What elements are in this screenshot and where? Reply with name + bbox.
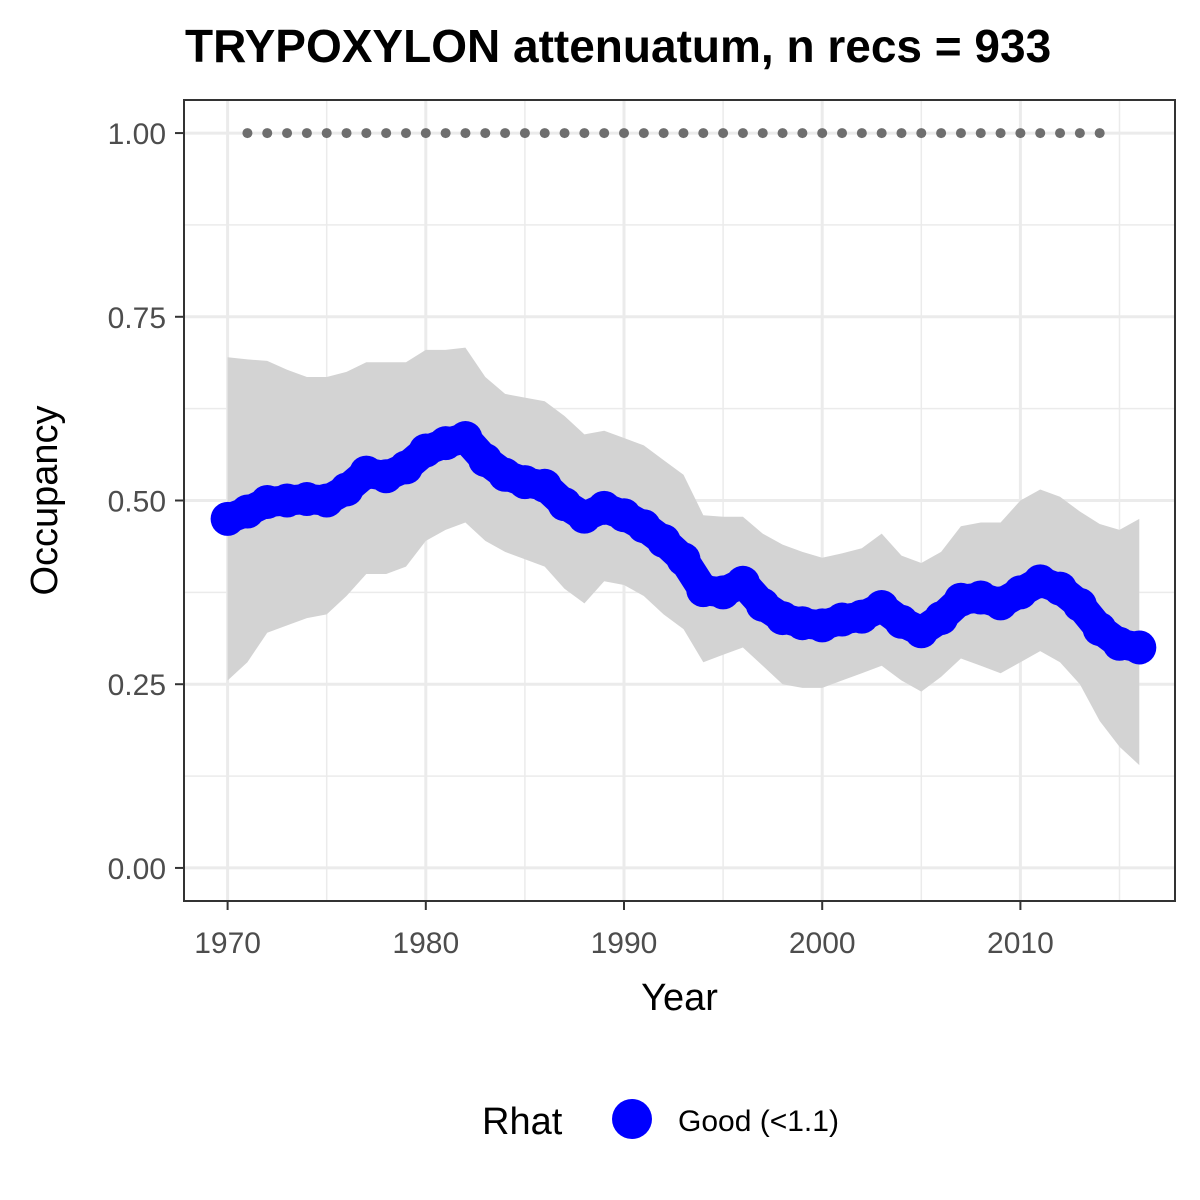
data-point [1062, 587, 1097, 622]
legend: Rhat Good (<1.1) [482, 1099, 839, 1143]
reference-point [480, 128, 491, 139]
reference-point [678, 128, 689, 139]
reference-point [460, 128, 471, 139]
reference-point [619, 128, 630, 139]
x-tick-label: 1990 [591, 927, 658, 960]
y-tick-label: 0.75 [108, 302, 166, 335]
data-point [448, 421, 483, 456]
reference-point [916, 128, 927, 139]
x-axis-title: Year [641, 977, 718, 1019]
reference-point [876, 128, 887, 139]
reference-point [539, 128, 550, 139]
data-point [725, 565, 760, 600]
y-tick-label: 1.00 [108, 118, 166, 151]
reference-point [341, 128, 352, 139]
reference-point [995, 128, 1006, 139]
reference-point [1055, 128, 1066, 139]
data-point [1122, 630, 1157, 665]
x-tick-label: 2000 [789, 927, 856, 960]
reference-point [757, 128, 768, 139]
legend-label-good: Good (<1.1) [678, 1105, 839, 1138]
reference-point [361, 128, 372, 139]
reference-points-layer [242, 128, 1105, 139]
reference-point [817, 128, 828, 139]
reference-point [955, 128, 966, 139]
series-points-layer [210, 421, 1157, 665]
reference-point [282, 128, 293, 139]
reference-point [579, 128, 590, 139]
reference-point [698, 128, 709, 139]
reference-point [1015, 128, 1026, 139]
reference-point [1094, 128, 1105, 139]
reference-point [321, 128, 332, 139]
reference-point [500, 128, 511, 139]
reference-point [777, 128, 788, 139]
reference-point [658, 128, 669, 139]
reference-point [381, 128, 392, 139]
reference-point [896, 128, 907, 139]
reference-point [519, 128, 530, 139]
reference-point [242, 128, 253, 139]
reference-point [718, 128, 729, 139]
legend-title: Rhat [482, 1101, 563, 1143]
y-tick-label: 0.50 [108, 486, 166, 519]
y-tick-label: 0.25 [108, 669, 166, 702]
reference-point [420, 128, 431, 139]
reference-point [837, 128, 848, 139]
reference-point [797, 128, 808, 139]
axes: 0.00 0.25 0.50 0.75 1.00 1970 1980 1990 2000 2010 [108, 118, 1054, 960]
reference-point [936, 128, 947, 139]
x-tick-label: 1980 [392, 927, 459, 960]
data-point [666, 542, 701, 577]
reference-point [559, 128, 570, 139]
reference-point [856, 128, 867, 139]
reference-point [737, 128, 748, 139]
y-tick-label: 0.00 [108, 853, 166, 886]
reference-point [440, 128, 451, 139]
x-tick-label: 1970 [194, 927, 261, 960]
chart-title: TRYPOXYLON attenuatum, n recs = 933 [185, 20, 1051, 72]
x-tick-label: 2010 [987, 927, 1054, 960]
reference-point [638, 128, 649, 139]
reference-point [1074, 128, 1085, 139]
reference-point [400, 128, 411, 139]
reference-point [301, 128, 312, 139]
reference-point [262, 128, 273, 139]
reference-point [975, 128, 986, 139]
reference-point [599, 128, 610, 139]
reference-point [1035, 128, 1046, 139]
legend-key-good [612, 1099, 652, 1139]
y-axis-title: Occupancy [24, 405, 66, 595]
